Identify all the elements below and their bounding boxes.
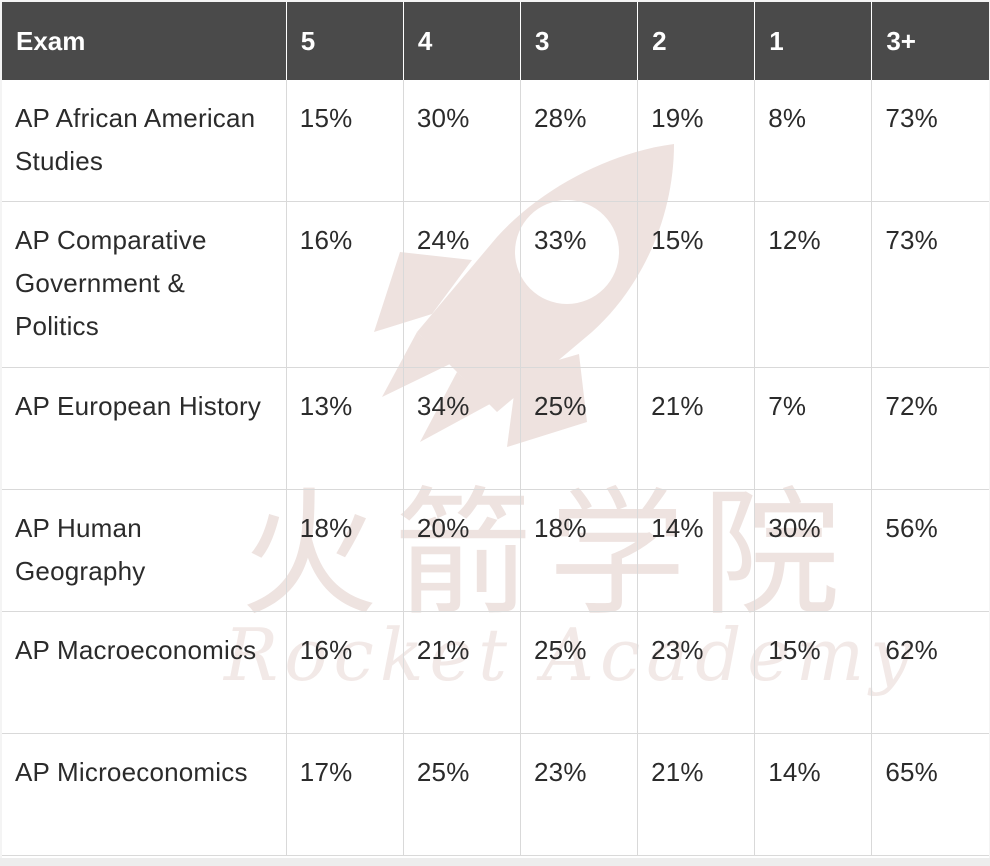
table-row: AP Microeconomics 17% 25% 23% 21% 14% 65… xyxy=(2,733,989,856)
score-cell: 25% xyxy=(403,733,522,856)
score-cell: 62% xyxy=(871,611,989,734)
header-score-4: 4 xyxy=(403,2,522,80)
header-score-1: 1 xyxy=(754,2,873,80)
score-cell: 21% xyxy=(403,611,522,734)
table-row: AP European History 13% 34% 25% 21% 7% 7… xyxy=(2,367,989,490)
header-score-5: 5 xyxy=(286,2,404,80)
table-row: AP African American Studies 15% 30% 28% … xyxy=(2,80,989,202)
score-cell: 30% xyxy=(403,80,522,202)
header-exam: Exam xyxy=(2,2,287,80)
exam-name-cell: AP Comparative Government & Politics xyxy=(2,201,287,368)
score-cell: 73% xyxy=(871,201,989,368)
score-cell: 65% xyxy=(871,733,989,856)
header-score-2: 2 xyxy=(637,2,756,80)
score-cell: 15% xyxy=(754,611,873,734)
exam-name-cell: AP African American Studies xyxy=(2,80,287,202)
score-cell: 19% xyxy=(637,80,756,202)
score-cell: 33% xyxy=(520,201,639,368)
score-cell: 7% xyxy=(754,367,873,490)
score-cell: 14% xyxy=(754,733,873,856)
table-row: AP Human Geography 18% 20% 18% 14% 30% 5… xyxy=(2,489,989,612)
header-score-3: 3 xyxy=(520,2,639,80)
score-cell: 16% xyxy=(286,611,404,734)
table-row: AP Comparative Government & Politics 16%… xyxy=(2,201,989,368)
score-cell: 73% xyxy=(871,80,989,202)
score-cell: 34% xyxy=(403,367,522,490)
score-cell: 56% xyxy=(871,489,989,612)
score-cell: 18% xyxy=(286,489,404,612)
score-cell: 24% xyxy=(403,201,522,368)
score-cell: 15% xyxy=(286,80,404,202)
exam-name-cell: AP Macroeconomics xyxy=(2,611,287,734)
score-cell: 12% xyxy=(754,201,873,368)
score-cell: 25% xyxy=(520,367,639,490)
exam-name-cell: AP Human Geography xyxy=(2,489,287,612)
table-row: AP Macroeconomics 16% 21% 25% 23% 15% 62… xyxy=(2,611,989,734)
header-score-3-plus: 3+ xyxy=(871,2,989,80)
score-cell: 28% xyxy=(520,80,639,202)
table-header: Exam 5 4 3 2 1 3+ xyxy=(2,2,989,80)
score-cell: 13% xyxy=(286,367,404,490)
score-cell: 23% xyxy=(637,611,756,734)
score-cell: 20% xyxy=(403,489,522,612)
score-cell: 25% xyxy=(520,611,639,734)
score-cell: 15% xyxy=(637,201,756,368)
score-cell: 23% xyxy=(520,733,639,856)
score-cell: 21% xyxy=(637,367,756,490)
score-cell: 21% xyxy=(637,733,756,856)
score-cell: 72% xyxy=(871,367,989,490)
score-cell: 30% xyxy=(754,489,873,612)
exam-name-cell: AP European History xyxy=(2,367,287,490)
page-bottom-strip xyxy=(0,858,990,866)
score-cell: 18% xyxy=(520,489,639,612)
score-cell: 17% xyxy=(286,733,404,856)
score-cell: 16% xyxy=(286,201,404,368)
table-body: AP African American Studies 15% 30% 28% … xyxy=(2,80,989,856)
exam-name-cell: AP Microeconomics xyxy=(2,733,287,856)
score-cell: 8% xyxy=(754,80,873,202)
header-row: Exam 5 4 3 2 1 3+ xyxy=(2,2,989,80)
score-cell: 14% xyxy=(637,489,756,612)
